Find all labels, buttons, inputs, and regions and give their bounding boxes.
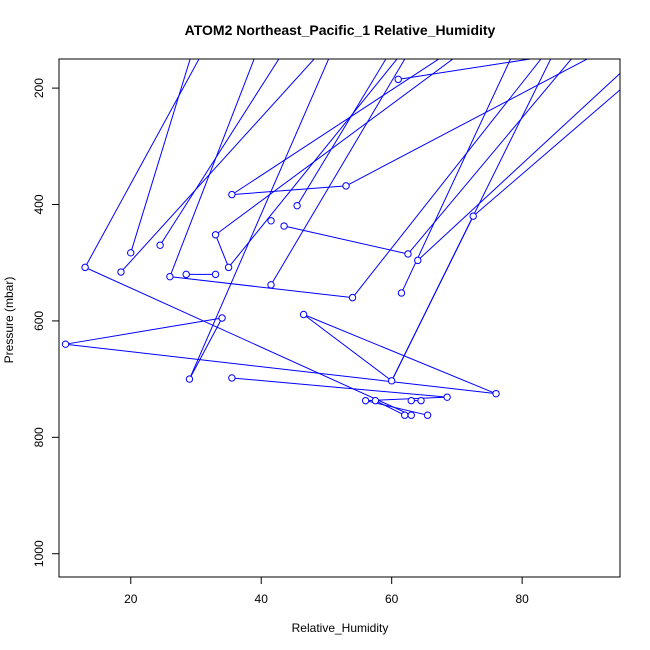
x-tick-label: 80 [515,592,529,606]
series-line-segment [189,317,223,380]
data-point [61,340,70,348]
series-line-segment [84,59,200,268]
data-point [417,396,425,405]
y-tick-label: 1000 [32,540,46,567]
series-line-segment [407,59,572,255]
data-point [371,396,380,405]
data-point [228,190,236,199]
series-line-segment [391,215,474,382]
data-point [492,389,500,398]
x-axis-label: Relative_Humidity [292,621,389,635]
data-point [342,182,350,190]
y-tick-label: 600 [32,311,46,331]
data-point [218,314,226,322]
data-point [394,75,402,84]
data-point [299,310,308,319]
series-line-segment [296,59,387,206]
data-point [397,289,406,297]
data-point [348,293,357,302]
series-line-segment [169,276,353,299]
data-point [182,270,190,279]
data-point [166,272,174,281]
series-line-segment [189,59,330,380]
series-line-segment [231,59,440,196]
series-line-segment [84,266,412,416]
series-line-segment [283,225,409,255]
data-point [423,411,432,419]
series-line-segment [365,396,448,402]
series-line-segment [303,314,497,395]
data-point [127,249,135,257]
data-point [156,241,164,249]
data-point [211,270,220,279]
series-line-segment [231,377,448,398]
series-line-segment [130,59,191,253]
series-line-segment [401,59,512,294]
series-line-segment [303,314,392,382]
data-point [387,377,396,385]
series-line-segment [345,59,589,187]
chart-title: ATOM2 Northeast_Pacific_1 Relative_Humid… [185,22,496,38]
data-point [414,256,422,265]
data-marks [61,59,620,419]
series-line-segment [215,59,454,236]
series-line-segment [270,59,406,286]
series-line-segment [65,343,497,395]
plot-frame [58,58,621,578]
series-line-segment [120,59,315,273]
data-point [280,222,288,230]
data-point [81,263,89,272]
data-point [469,212,477,220]
data-point [267,281,275,289]
data-point [211,231,220,239]
series-line-segment [159,59,280,246]
data-point [228,374,236,382]
data-point [185,375,194,383]
data-point [404,250,412,258]
data-point [407,411,415,419]
data-point [267,217,275,225]
series-line-segment [169,59,255,277]
data-point [224,263,233,272]
series-line-segment [417,72,620,261]
data-point [443,393,451,401]
y-tick-label: 400 [32,194,46,214]
x-tick-label: 60 [385,592,399,606]
series-line-segment [375,400,405,416]
axes: 20 40 60 80 200 400 600 800 1000 [32,78,529,606]
series-line-segment [472,89,620,217]
series-line-segment [65,317,223,345]
x-tick-label: 20 [124,592,138,606]
data-point [401,411,409,419]
series-line-segment [352,59,542,298]
y-tick-label: 200 [32,78,46,98]
series-line-segment [398,59,534,80]
data-point [117,268,125,276]
y-tick-label: 800 [32,427,46,447]
series-line-segment [231,185,347,196]
y-axis-label: Pressure (mbar) [2,277,16,364]
data-point [361,396,370,405]
data-point [407,396,415,405]
series-line-segment [215,234,230,268]
x-tick-label: 40 [255,592,269,606]
data-point [293,201,301,210]
